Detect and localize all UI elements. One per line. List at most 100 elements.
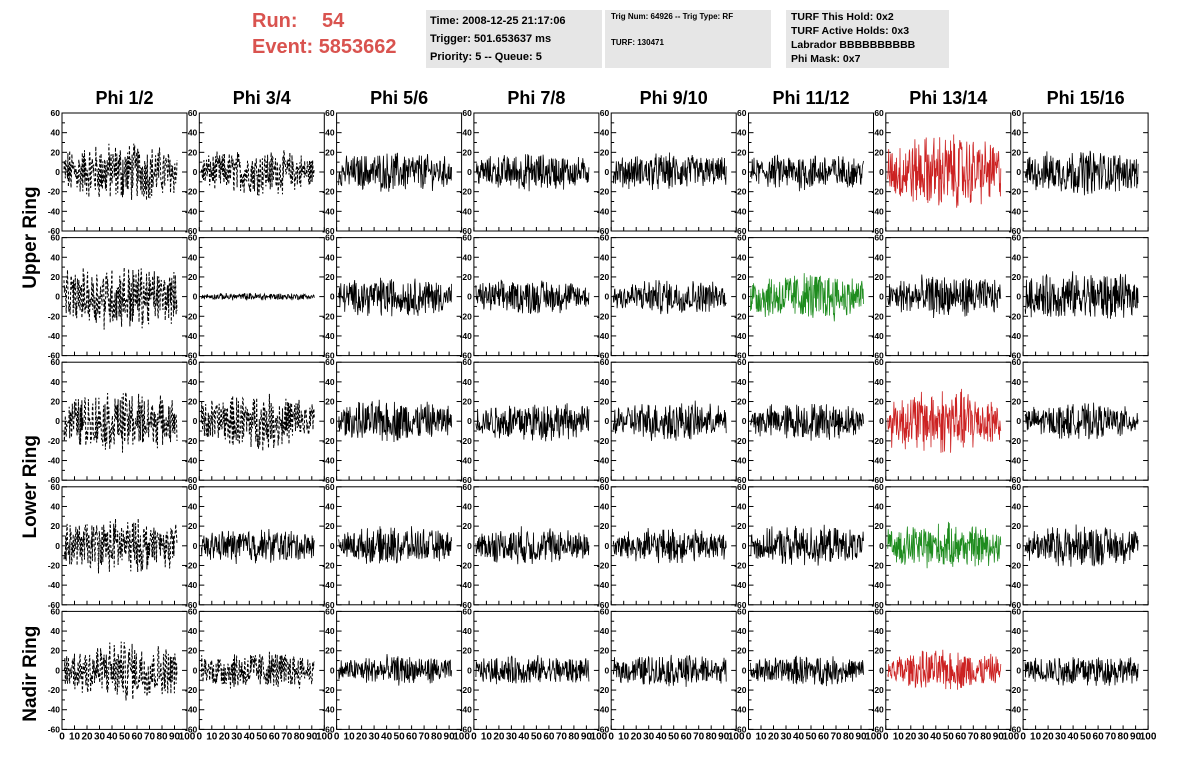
y-tick-label: 60	[462, 233, 472, 243]
x-tick-label: 100	[179, 731, 196, 742]
y-tick-label: 40	[737, 501, 747, 511]
y-tick-label: 40	[874, 626, 884, 636]
y-tick-label: 40	[51, 501, 61, 511]
y-tick-label: -40	[597, 206, 610, 216]
y-tick-label: 0	[879, 167, 884, 177]
y-tick-label: -40	[872, 206, 885, 216]
turf-text: TURF: 130471	[611, 38, 664, 47]
y-tick-label: 0	[55, 541, 60, 551]
y-tick-label: 60	[600, 108, 610, 118]
y-tick-label: -60	[460, 475, 473, 485]
waveform-trace	[612, 280, 727, 315]
x-tick-label: 80	[706, 731, 718, 742]
column-title: Phi 7/8	[507, 88, 565, 108]
y-tick-label: 60	[188, 482, 198, 492]
trig-num-box: Trig Num: 64926 -- Trig Type: RF TURF: 1…	[605, 10, 771, 68]
y-tick-label: 40	[462, 252, 472, 262]
column-title: Phi 1/2	[95, 88, 153, 108]
y-tick-label: -20	[48, 560, 61, 570]
waveform-trace	[63, 267, 178, 330]
y-tick-label: 60	[325, 482, 335, 492]
x-tick-label: 10	[1030, 731, 1042, 742]
x-tick-label: 30	[918, 731, 930, 742]
waveform-trace	[338, 399, 452, 443]
x-tick-label: 100	[865, 731, 882, 742]
x-tick-label: 80	[980, 731, 992, 742]
y-tick-label: 0	[330, 292, 335, 302]
y-tick-label: 20	[1012, 646, 1022, 656]
y-tick-label: -40	[48, 456, 61, 466]
x-tick-label: 70	[693, 731, 705, 742]
waveform-trace	[200, 651, 315, 689]
y-tick-label: -60	[460, 724, 473, 734]
waveform-trace	[475, 526, 590, 565]
x-tick-label: 90	[169, 731, 181, 742]
y-tick-label: 40	[600, 252, 610, 262]
run-event-box: Run: 54 Event: 5853662	[252, 8, 397, 60]
panel-frame	[748, 361, 874, 481]
y-tick-label: -20	[1009, 436, 1022, 446]
y-tick-label: 40	[1012, 377, 1022, 387]
y-tick-label: -60	[734, 351, 747, 361]
y-tick-label: -40	[48, 331, 61, 341]
y-tick-label: 0	[879, 665, 884, 675]
y-tick-label: -40	[597, 331, 610, 341]
y-tick-label: 40	[462, 377, 472, 387]
y-tick-label: -60	[734, 600, 747, 610]
y-tick-label: -40	[322, 456, 335, 466]
x-tick-label: 70	[556, 731, 568, 742]
y-tick-label: 40	[1012, 128, 1022, 138]
y-tick-label: 40	[737, 252, 747, 262]
y-tick-label: 60	[1012, 606, 1022, 616]
x-tick-label: 40	[793, 731, 805, 742]
x-tick-label: 70	[830, 731, 842, 742]
y-tick-label: 0	[467, 416, 472, 426]
x-tick-label: 0	[608, 731, 614, 742]
y-tick-label: 0	[193, 167, 198, 177]
y-tick-label: 0	[330, 167, 335, 177]
y-tick-label: -40	[185, 580, 198, 590]
y-tick-label: 20	[1012, 272, 1022, 282]
x-tick-label: 0	[883, 731, 889, 742]
y-tick-label: -60	[322, 600, 335, 610]
x-tick-label: 10	[481, 731, 493, 742]
x-tick-label: 30	[369, 731, 381, 742]
y-tick-label: 40	[462, 128, 472, 138]
y-tick-label: 40	[874, 128, 884, 138]
x-tick-label: 90	[718, 731, 730, 742]
y-tick-label: 60	[462, 482, 472, 492]
y-tick-label: 40	[325, 377, 335, 387]
y-tick-label: 0	[879, 541, 884, 551]
y-tick-label: 60	[874, 233, 884, 243]
y-tick-label: -40	[1009, 705, 1022, 715]
y-tick-label: -40	[597, 456, 610, 466]
y-tick-label: 0	[330, 665, 335, 675]
y-tick-label: 40	[600, 501, 610, 511]
y-tick-label: -20	[460, 685, 473, 695]
y-tick-label: -20	[185, 685, 198, 695]
x-tick-label: 40	[381, 731, 393, 742]
y-tick-label: -60	[48, 724, 61, 734]
y-tick-label: 60	[1012, 357, 1022, 367]
y-tick-label: 40	[874, 377, 884, 387]
y-tick-label: -60	[734, 475, 747, 485]
x-tick-label: 90	[306, 731, 318, 742]
y-tick-label: -20	[1009, 685, 1022, 695]
y-tick-label: -40	[185, 456, 198, 466]
x-tick-label: 20	[905, 731, 917, 742]
time-text: Time: 2008-12-25 21:17:06	[430, 15, 566, 27]
x-tick-label: 70	[968, 731, 980, 742]
y-tick-label: 20	[737, 397, 747, 407]
x-tick-label: 100	[591, 731, 608, 742]
waveform-trace	[63, 641, 178, 701]
y-tick-label: -60	[460, 600, 473, 610]
x-tick-label: 10	[69, 731, 81, 742]
x-tick-label: 60	[818, 731, 830, 742]
y-tick-label: -60	[734, 226, 747, 236]
y-tick-label: 20	[325, 147, 335, 157]
x-tick-label: 0	[334, 731, 340, 742]
y-tick-label: -20	[872, 187, 885, 197]
y-tick-label: -60	[185, 475, 198, 485]
y-tick-label: -20	[322, 560, 335, 570]
waveform-trace	[1024, 150, 1139, 196]
